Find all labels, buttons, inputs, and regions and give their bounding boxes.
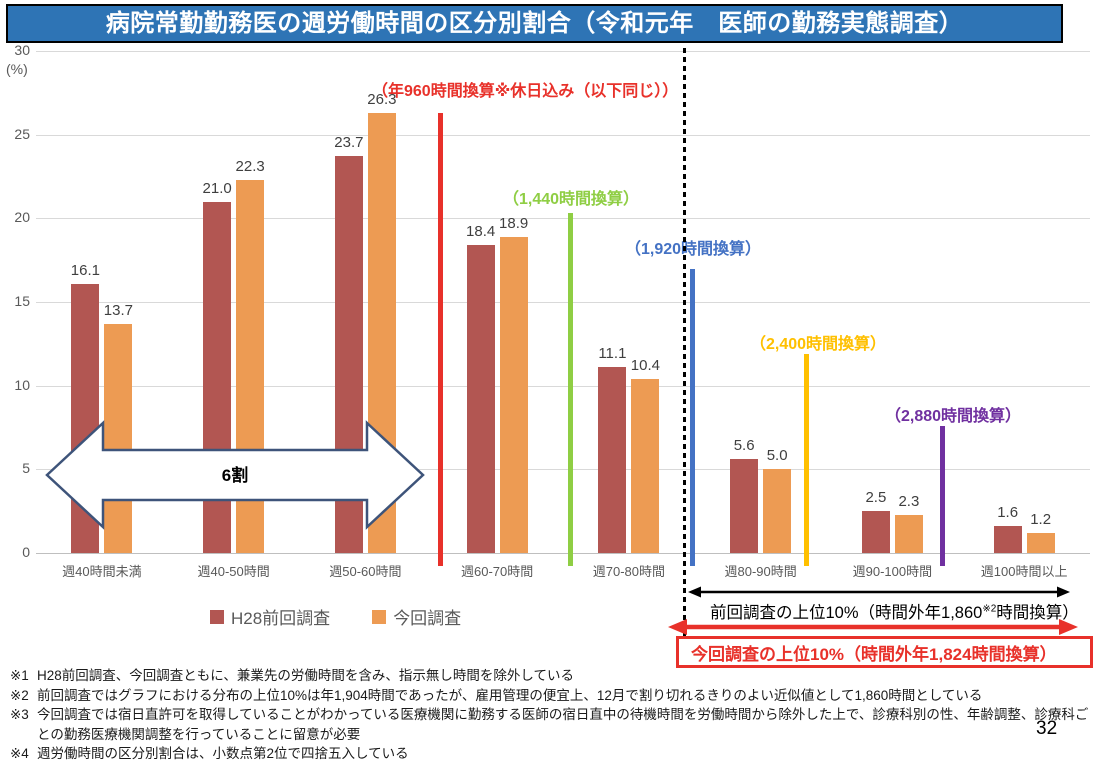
prev-survey-range-arrow [688,586,1070,598]
current-survey-top10-box: 今回調査の上位10%（時間外年1,824時間換算） [676,636,1093,668]
footnote-2-text: 前回調査ではグラフにおける分布の上位10%は年1,904時間であったが、雇用管理… [37,687,983,703]
legend-swatch-previous [210,609,224,624]
footnote-4-marker: ※4 [10,746,29,761]
reference-line-label-1440h: （1,440時間換算） [503,191,640,208]
y-axis-tick-25: 25 [14,125,30,142]
footnote-1-marker: ※1 [10,668,29,683]
category-label-8: 週100時間以上 [980,564,1068,579]
y-axis-tick-20: 20 [14,209,30,226]
bar-previous-週80-90時間 [730,459,759,553]
bar-value-label: 5.0 [766,447,788,465]
reference-line-label-2400h: （2,400時間換算） [750,336,887,353]
current-survey-range-arrow [668,619,1078,635]
bar-value-label: 2.3 [898,492,920,510]
legend-label-previous: H28前回調査 [231,609,331,628]
gridline-10 [36,385,1090,387]
bar-value-label: 10.4 [630,356,660,374]
bar-current-週80-90時間 [763,469,792,553]
bar-value-label: 1.6 [997,504,1019,522]
y-axis-tick-10: 10 [14,376,30,393]
six-wari-arrow: 6割 [45,420,425,530]
footnote-4-text: 週労働時間の区分別割合は、小数点第2位で四捨五入している [37,746,409,761]
reference-line-1440h [568,213,574,566]
gridline-30 [36,51,1090,52]
gridline-5 [36,469,1090,471]
bar-current-週60-70時間 [499,236,528,553]
bar-previous-週70-80時間 [598,367,627,553]
category-label-1: 週40時間未満 [62,564,142,579]
gridline-0 [36,553,1090,554]
footnote-3-marker: ※3 [10,707,29,722]
page-title: 病院常勤勤務医の週労働時間の区分別割合（令和元年 医師の勤務実態調査） [6,4,1063,43]
category-label-7: 週90-100時間 [852,564,933,579]
bar-current-週70-80時間 [631,378,660,553]
reference-line-label-2880h: （2,880時間換算） [885,408,1022,425]
bar-value-label: 23.7 [334,134,364,152]
reference-line-2880h [939,425,945,566]
bar-value-label: 26.3 [367,90,397,108]
legend-item-current-survey: 今回調査 [372,604,461,629]
chart-legend: H28前回調査 今回調査 [210,604,461,629]
bar-previous-週90-100時間 [861,511,890,553]
footnote-2-marker: ※2 [10,687,29,703]
reference-line-2400h [804,353,810,566]
y-axis-tick-15: 15 [14,293,30,309]
y-axis-tick-30: 30 [14,42,30,58]
bar-value-label: 13.7 [103,301,133,319]
current-survey-top10-label: 今回調査の上位10%（時間外年1,824時間換算） [691,644,1057,664]
y-axis-unit-label: (%) [6,61,28,77]
category-label-2: 週40-50時間 [197,564,270,579]
gridline-25 [36,134,1090,136]
legend-swatch-current [372,609,387,624]
bar-value-label: 21.0 [202,179,232,197]
phase-divider-dotted-line [682,48,686,646]
top10-range-arrows [668,586,1078,635]
category-label-6: 週80-90時間 [724,564,797,579]
bar-previous-週100時間以上 [993,526,1022,553]
category-label-4: 週60-70時間 [461,564,534,579]
prev-top10-sup: ※2 [982,603,997,615]
page-number: 32 [1036,718,1058,739]
y-axis-tick-0: 0 [22,544,30,560]
legend-label-current: 今回調査 [393,609,462,628]
y-axis-tick-5: 5 [22,460,30,477]
bar-value-label: 5.6 [733,437,755,455]
category-label-5: 週70-80時間 [592,564,665,579]
bar-value-label: 22.3 [235,157,265,175]
bar-current-週90-100時間 [894,514,923,553]
reference-line-960h [437,112,443,566]
footnotes: ※1 H28前回調査、今回調査ともに、兼業先の労働時間を含み、指示無し時間を除外… [10,666,1092,764]
prev-top10-suffix: 時間換算） [996,604,1079,622]
footnote-1-text: H28前回調査、今回調査ともに、兼業先の労働時間を含み、指示無し時間を除外してい… [37,668,574,683]
six-wari-label: 6割 [222,465,248,485]
bar-value-label: 11.1 [598,345,627,363]
prev-top10-prefix: 前回調査の上位10%（時間外年1,860 [710,604,983,622]
reference-line-1920h [689,268,695,566]
category-label-3: 週50-60時間 [329,564,402,579]
bar-value-label: 18.9 [499,214,529,232]
bar-current-週40時間未満 [104,323,133,553]
bar-current-週100時間以上 [1026,532,1055,553]
legend-item-previous-survey: H28前回調査 [210,604,330,629]
footnote-2: ※2 前回調査ではグラフにおける分布の上位10%は年1,904時間であったが、雇… [10,686,1092,706]
reference-line-label-1920h: （1,920時間換算） [625,241,762,258]
bar-value-label: 18.4 [466,223,496,241]
prev-survey-top10-label: 前回調査の上位10%（時間外年1,860※2時間換算） [710,599,1079,623]
footnote-3-text: 今回調査では宿日直許可を取得していることがわかっている医療機関に勤務する医師の宿… [37,707,1089,742]
gridline-15 [36,302,1090,303]
bar-value-label: 2.5 [865,489,887,507]
bar-previous-週60-70時間 [466,245,495,553]
footnote-3: ※3 今回調査では宿日直許可を取得していることがわかっている医療機関に勤務する医… [10,705,1092,744]
bar-value-label: 1.2 [1030,510,1052,528]
footnote-1: ※1 H28前回調査、今回調査ともに、兼業先の労働時間を含み、指示無し時間を除外… [10,666,1092,686]
bar-value-label: 16.1 [70,261,100,279]
reference-line-label-960h: （年960時間換算※休日込み（以下同じ）） [372,83,679,100]
gridline-20 [36,218,1090,220]
footnote-4: ※4 週労働時間の区分別割合は、小数点第2位で四捨五入している [10,744,1092,764]
